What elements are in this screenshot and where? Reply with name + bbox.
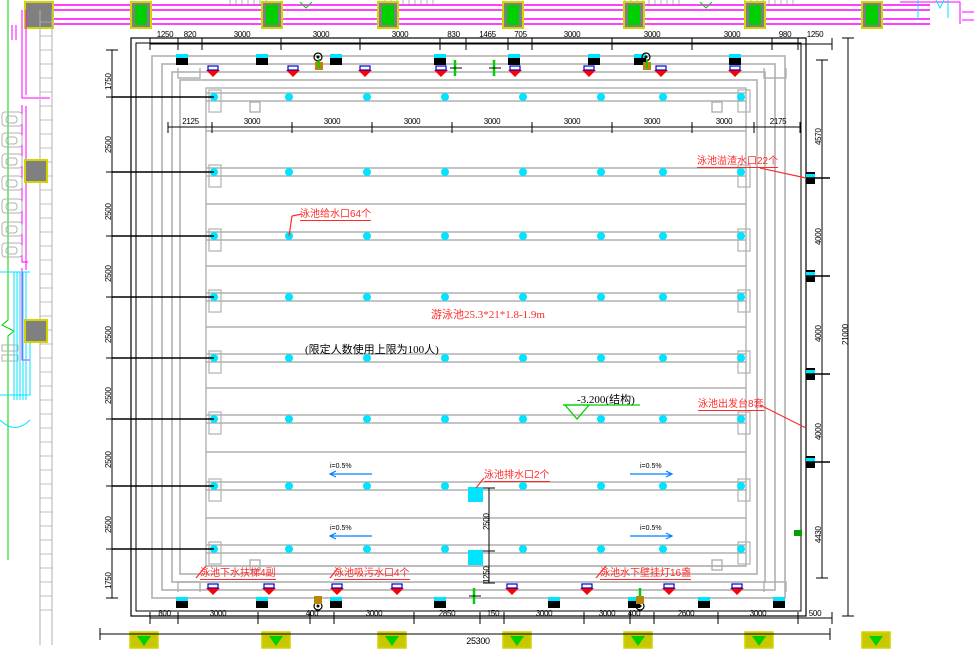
dim-label: 4000 bbox=[814, 423, 823, 440]
left-side-detail bbox=[0, 0, 53, 645]
dim-label: 830 bbox=[447, 30, 460, 39]
bottom-fixture-row bbox=[176, 583, 785, 611]
dim-label: 4000 bbox=[814, 325, 823, 342]
dim-label: 2500 bbox=[104, 136, 113, 153]
right-dimension-line bbox=[806, 37, 854, 617]
slope-label: i=0.5% bbox=[640, 463, 662, 470]
dim-label-total: 25300 bbox=[466, 636, 490, 646]
underwater-lights-annotation: 泳池水下壁挂灯16盏 bbox=[600, 564, 692, 580]
dim-label: 3000 bbox=[715, 117, 733, 126]
dim-label: 400 bbox=[305, 609, 319, 618]
left-dimension-line bbox=[106, 49, 214, 599]
dim-label: 2125 bbox=[182, 117, 199, 126]
dim-label: 3000 bbox=[483, 117, 501, 126]
dim-label: 3000 bbox=[312, 30, 330, 39]
dim-label: 2500 bbox=[104, 326, 113, 343]
dim-label: 820 bbox=[183, 30, 197, 39]
dim-label: 705 bbox=[514, 30, 527, 39]
drain-spacing-dimension bbox=[483, 487, 495, 584]
dim-label: 3000 bbox=[209, 609, 227, 618]
dim-label: 1750 bbox=[104, 73, 113, 90]
pool-drain-outlet-squares bbox=[468, 487, 483, 565]
dim-label: 800 bbox=[158, 609, 171, 618]
ladders-annotation: 泳池下水扶梯4副 bbox=[200, 564, 276, 580]
dim-label: 4000 bbox=[814, 228, 823, 245]
dim-label: 980 bbox=[778, 30, 792, 39]
elevation-label: -3.200(结构) bbox=[577, 394, 635, 406]
dim-label: 3000 bbox=[749, 609, 767, 618]
slope-arrows bbox=[328, 470, 674, 540]
starting-blocks-annotation: 泳池出发台8套 bbox=[698, 395, 764, 411]
dim-label: 3000 bbox=[323, 117, 341, 126]
dim-label: 1465 bbox=[479, 30, 496, 39]
drain-spacing-label-1250: 1250 bbox=[482, 566, 491, 583]
overflow-drains-annotation: 泳池溢渣水口22个 bbox=[697, 152, 779, 168]
right-edge-overflow-fixtures bbox=[794, 172, 815, 536]
dim-label: 400 bbox=[627, 609, 641, 618]
pool-size-label: 游泳池25.3*21*1.8-1.9m bbox=[431, 309, 545, 321]
top-dimension-line bbox=[149, 38, 833, 50]
top-green-ladder-symbols bbox=[450, 60, 501, 76]
bottom-dimension-line bbox=[99, 612, 833, 640]
dim-label: 3000 bbox=[598, 609, 616, 618]
slope-label: i=0.5% bbox=[640, 525, 662, 532]
dim-label: 3000 bbox=[391, 30, 409, 39]
slope-label: i=0.5% bbox=[330, 463, 352, 470]
pool-supply-inlet-dots bbox=[210, 93, 745, 553]
building-outline bbox=[130, 37, 807, 617]
dim-label: 2500 bbox=[104, 203, 113, 220]
elevation-triangle-icon bbox=[563, 404, 640, 420]
dim-label: 3000 bbox=[243, 117, 261, 126]
dim-label: 3000 bbox=[563, 117, 581, 126]
suction-drains-annotation: 泳池吸污水口4个 bbox=[334, 564, 410, 580]
dim-label: 2850 bbox=[438, 609, 456, 618]
pool-capacity-label: (限定人数使用上限为100人) bbox=[305, 344, 439, 356]
dim-label: 500 bbox=[808, 609, 822, 618]
dim-label: 2600 bbox=[677, 609, 695, 618]
top-wall-band bbox=[40, 0, 930, 25]
dim-label: 3000 bbox=[643, 117, 661, 126]
inner-top-dimension-line bbox=[167, 122, 801, 133]
top-red-valve-symbols bbox=[206, 65, 742, 77]
bottom-column-markers bbox=[129, 631, 891, 649]
top-fixture-row bbox=[176, 52, 741, 65]
dim-label: 150 bbox=[486, 609, 500, 618]
dim-label: 3000 bbox=[233, 30, 251, 39]
dim-label: 4430 bbox=[814, 526, 823, 543]
dim-label: 2500 bbox=[104, 387, 113, 404]
dim-label-total: 21000 bbox=[841, 324, 850, 345]
top-column-markers bbox=[24, 1, 883, 29]
dim-label: 3000 bbox=[535, 609, 553, 618]
dim-label: 1750 bbox=[104, 572, 113, 589]
right-side-detail bbox=[900, 0, 974, 24]
deck-corner-brackets bbox=[177, 68, 787, 592]
lane-divider-lines bbox=[206, 92, 746, 567]
annotation-leader-lines bbox=[195, 167, 807, 579]
dim-label: 1250 bbox=[156, 30, 174, 39]
dim-label: 2500 bbox=[104, 516, 113, 533]
dim-label: 3000 bbox=[403, 117, 421, 126]
dim-label: 4570 bbox=[814, 128, 823, 145]
hydrant-symbols bbox=[315, 59, 651, 70]
dim-label: 1250 bbox=[806, 30, 824, 39]
dim-label: 2500 bbox=[104, 451, 113, 468]
drain-spacing-label-2500: 2500 bbox=[482, 513, 491, 530]
dim-label: 3000 bbox=[365, 609, 383, 618]
dim-label: 2175 bbox=[769, 117, 787, 126]
lane-end-brackets bbox=[208, 89, 751, 565]
dim-label: 3000 bbox=[723, 30, 741, 39]
dim-label: 3000 bbox=[563, 30, 581, 39]
pool-deck-outline bbox=[151, 55, 786, 599]
supply-inlets-annotation: 泳池给水口64个 bbox=[300, 205, 372, 221]
dim-label: 2500 bbox=[104, 265, 113, 282]
dim-label: 3000 bbox=[643, 30, 661, 39]
drain-outlets-annotation: 泳池排水口2个 bbox=[484, 466, 550, 482]
slope-label: i=0.5% bbox=[330, 525, 352, 532]
